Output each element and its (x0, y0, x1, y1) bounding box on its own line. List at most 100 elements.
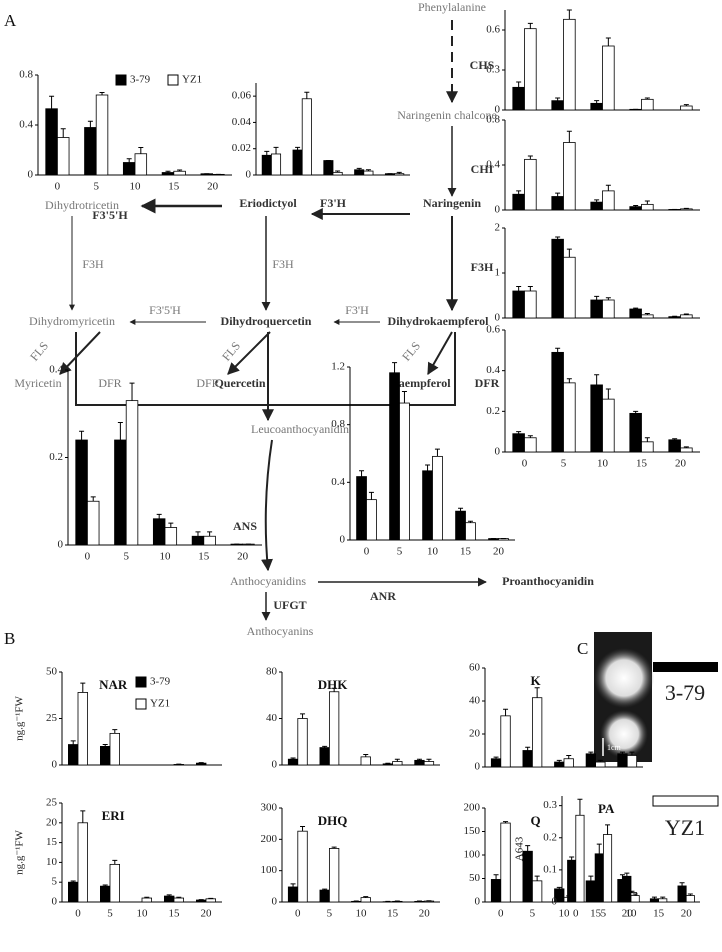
enzyme-label: FLS (399, 339, 423, 364)
y-tick-label: 0.8 (486, 114, 500, 126)
legend-label: 3-79 (130, 74, 151, 86)
error-bar (555, 192, 561, 197)
bar (84, 127, 97, 176)
bar (465, 522, 476, 541)
y-tick-label: 100 (464, 849, 481, 861)
bar (680, 314, 693, 319)
y-tick-label: 0.6 (486, 324, 500, 336)
error-bar (651, 896, 657, 899)
enzyme-label: CHI (471, 162, 494, 176)
error-bar (683, 207, 689, 209)
error-bar (198, 762, 204, 764)
bar (109, 863, 121, 903)
y-tick-label: 0.8 (331, 418, 345, 430)
bar (77, 822, 89, 903)
compound-label: Dihydromyricetin (29, 314, 115, 328)
x-tick-label: 5 (530, 908, 536, 920)
bar (512, 433, 525, 453)
bar (641, 441, 654, 453)
bar (205, 898, 217, 903)
error-bar (322, 888, 328, 891)
error-bar (434, 448, 440, 457)
bar (195, 762, 207, 766)
bar (680, 208, 693, 211)
error-bar (493, 756, 499, 759)
error-bar (633, 307, 639, 309)
enzyme-label: F3'H (320, 196, 347, 210)
legend-label: 3-79 (150, 676, 171, 688)
y-tick-label: 40 (266, 712, 278, 724)
error-bar (566, 130, 572, 143)
bar (203, 535, 216, 546)
bar (366, 499, 377, 541)
y-tick-label: 0 (52, 896, 58, 908)
y-tick-label: 0 (552, 896, 558, 908)
chart-title: DHQ (318, 813, 348, 828)
bar (287, 758, 299, 766)
bar (641, 98, 654, 111)
error-bar (300, 825, 306, 832)
error-bar (331, 687, 337, 692)
bar (524, 437, 537, 453)
bar (77, 692, 89, 766)
error-bar (516, 431, 522, 434)
error-bar (401, 391, 407, 404)
legend-swatch (135, 698, 147, 710)
x-tick-label: 20 (419, 908, 431, 920)
error-bar (331, 846, 337, 849)
x-tick-label: 5 (123, 551, 129, 563)
x-tick-label: 5 (397, 546, 403, 558)
error-bar (605, 37, 611, 46)
compound-label: Kaempferol (389, 376, 451, 390)
y-tick-label: 0.6 (486, 24, 500, 36)
x-tick-label: 5 (601, 908, 607, 920)
enzyme-label: DFR (196, 376, 219, 390)
enzyme-label: DFR (475, 376, 500, 390)
bar (423, 761, 435, 766)
bar (641, 314, 654, 319)
x-tick-label: 20 (493, 546, 505, 558)
bar (622, 875, 632, 903)
bar (585, 880, 596, 903)
bar (68, 744, 79, 766)
error-bar (534, 687, 540, 698)
error-bar (566, 378, 572, 383)
error-bar (687, 893, 693, 896)
error-bar (527, 286, 533, 291)
error-bar (605, 388, 611, 400)
error-bar (363, 754, 369, 757)
error-bar (633, 410, 639, 414)
enzyme-label: F3H (471, 260, 494, 274)
legend-swatch (135, 676, 147, 688)
bar (668, 316, 681, 319)
y-tick-label: 300 (261, 802, 278, 814)
chart-title: PA (598, 801, 615, 816)
compound-label: Quercetin (214, 376, 265, 390)
x-tick-label: 20 (237, 551, 249, 563)
bar (163, 895, 175, 903)
bar (677, 885, 687, 903)
y-tick-label: 0.2 (543, 831, 557, 843)
bar (109, 732, 121, 766)
x-tick-label: 15 (169, 908, 181, 920)
x-tick-label: 10 (160, 551, 172, 563)
bar (432, 455, 443, 541)
bar (500, 822, 511, 903)
error-bar (195, 531, 201, 537)
pathway-arrows (59, 20, 487, 621)
error-bar (176, 896, 182, 899)
y-tick-label: 25 (46, 797, 58, 809)
enzyme-label: F3'5'H (92, 208, 128, 222)
y-tick-label: 0 (340, 534, 346, 546)
error-bar (624, 872, 630, 877)
error-bar (467, 520, 473, 523)
x-tick-label: 20 (675, 458, 687, 470)
error-bar (527, 155, 533, 160)
bar (141, 897, 153, 903)
error-bar (80, 810, 86, 823)
bar (319, 747, 330, 766)
error-bar (290, 757, 296, 760)
bar (95, 94, 109, 176)
bar (490, 758, 502, 768)
error-bar (683, 446, 689, 448)
